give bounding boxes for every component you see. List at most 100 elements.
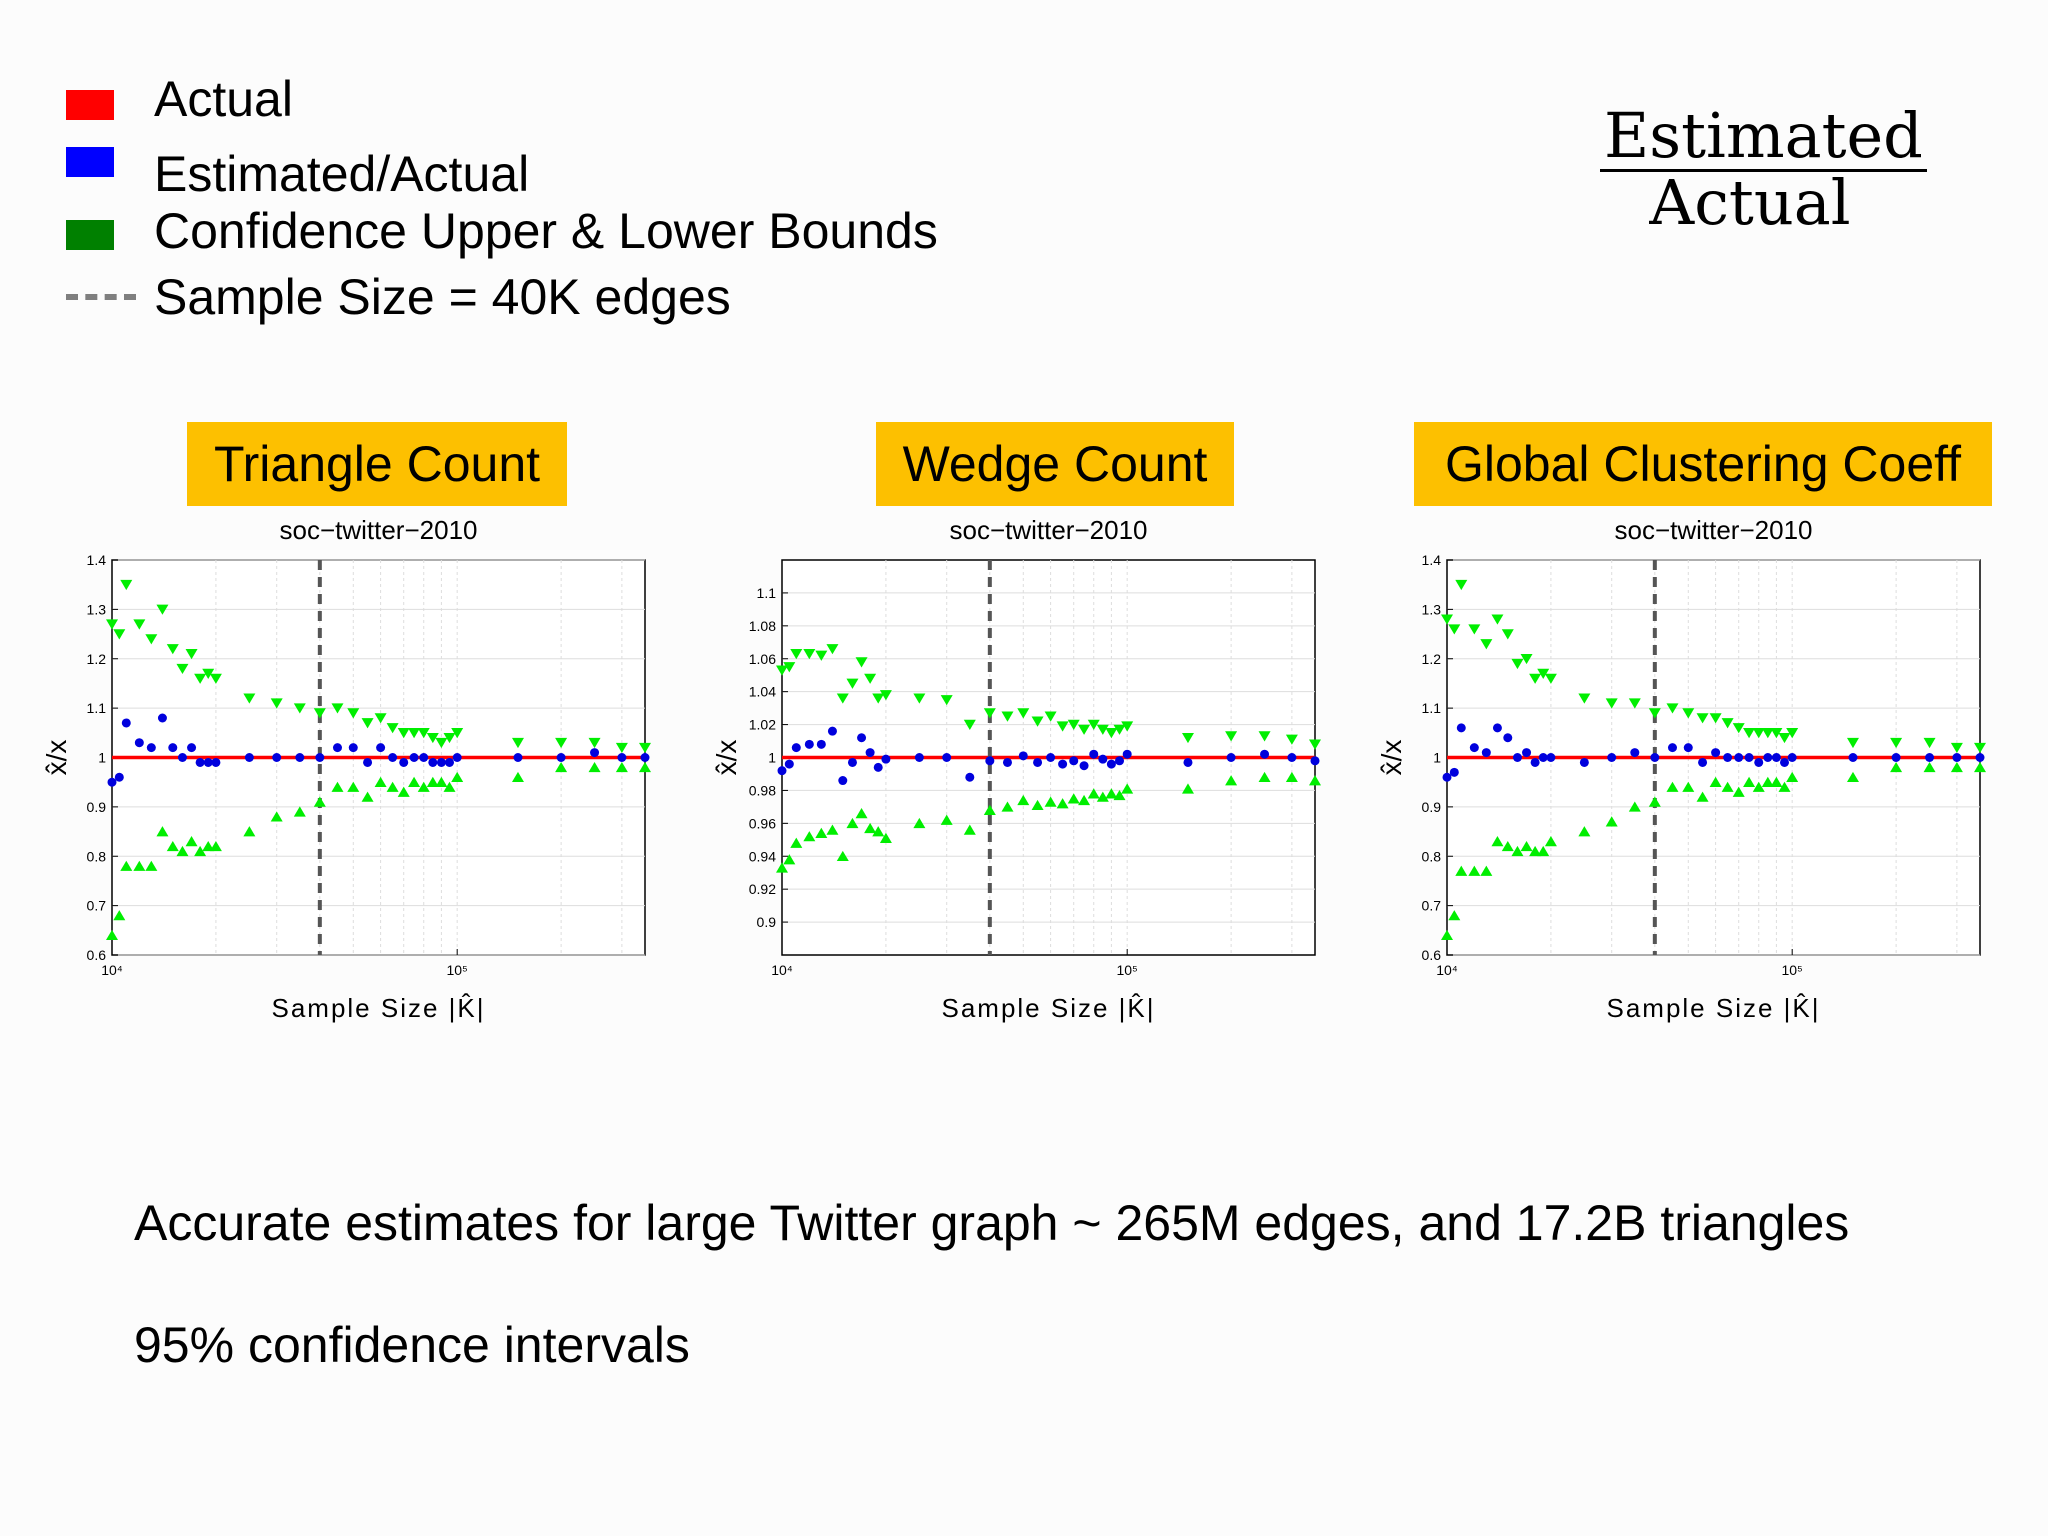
estimate-point xyxy=(1492,723,1502,733)
y-tick-label: 1.4 xyxy=(87,552,107,568)
estimate-point xyxy=(1089,749,1099,759)
estimate-point xyxy=(1787,753,1797,762)
upper-bound-point xyxy=(983,708,996,719)
estimate-point xyxy=(168,743,178,753)
upper-bound-point xyxy=(185,649,198,660)
estimate-point xyxy=(409,753,419,762)
upper-bound-point xyxy=(846,678,859,689)
estimate-point xyxy=(428,757,438,767)
lower-bound-point xyxy=(451,771,464,783)
lower-bound-point xyxy=(1666,781,1679,792)
upper-bound-point xyxy=(1455,579,1468,591)
y-tick-label: 0.6 xyxy=(1422,947,1442,963)
lower-bound-point xyxy=(1441,929,1453,941)
upper-bound-point xyxy=(1846,737,1859,749)
upper-bound-point xyxy=(1001,711,1014,722)
estimate-point xyxy=(1183,757,1193,767)
upper-bound-point xyxy=(106,619,118,630)
lower-bound-point xyxy=(120,860,133,871)
estimate-point xyxy=(1106,759,1116,769)
lower-bound-point xyxy=(1648,796,1661,807)
lower-bound-point xyxy=(1031,799,1044,811)
estimate-point xyxy=(914,753,924,762)
upper-bound-point xyxy=(1031,716,1044,727)
upper-bound-point xyxy=(1890,737,1903,749)
x-tick-label: 10⁴ xyxy=(771,962,793,978)
estimate-point xyxy=(203,757,213,767)
lower-bound-point xyxy=(1468,865,1481,876)
upper-bound-point xyxy=(1448,624,1461,635)
lower-bound-point xyxy=(615,761,628,773)
upper-bound-point xyxy=(1258,731,1271,742)
estimate-point xyxy=(1442,772,1452,782)
y-tick-label: 0.7 xyxy=(87,898,107,914)
upper-bound-point xyxy=(872,693,885,704)
estimate-point xyxy=(399,757,409,767)
estimate-point xyxy=(1546,753,1556,762)
estimate-point xyxy=(195,757,205,767)
lower-bound-point xyxy=(1682,781,1695,792)
estimate-point xyxy=(445,757,455,767)
legend-dash-sample-size xyxy=(66,294,136,300)
upper-bound-point xyxy=(1578,693,1591,704)
estimate-point xyxy=(965,772,975,782)
upper-bound-point xyxy=(1056,721,1069,732)
lower-bound-point xyxy=(293,806,306,817)
estimate-point xyxy=(838,776,848,786)
estimated-over-actual-fraction: Estimated Actual xyxy=(1600,105,1927,239)
estimate-point xyxy=(1512,753,1522,762)
lower-bound-point xyxy=(1258,771,1271,783)
estimate-point xyxy=(847,757,857,767)
lower-bound-point xyxy=(1974,761,1986,773)
upper-bound-point xyxy=(1974,742,1986,754)
estimate-point xyxy=(114,772,124,782)
lower-bound-point xyxy=(1732,786,1745,797)
estimate-point xyxy=(1058,759,1068,769)
lower-bound-point xyxy=(408,776,421,787)
upper-bound-point xyxy=(940,695,953,706)
lower-bound-point xyxy=(1017,794,1030,806)
estimate-point xyxy=(1711,748,1721,758)
upper-bound-point xyxy=(1067,719,1080,730)
estimate-point xyxy=(376,743,386,753)
upper-bound-point xyxy=(1078,724,1091,735)
y-tick-label: 1 xyxy=(1433,750,1441,766)
estimate-point xyxy=(1469,743,1479,753)
upper-bound-point xyxy=(156,604,169,615)
lower-bound-point xyxy=(1285,771,1298,783)
x-tick-label: 10⁵ xyxy=(446,962,467,978)
lower-bound-point xyxy=(426,776,439,787)
upper-bound-point xyxy=(790,649,803,660)
y-tick-label: 0.98 xyxy=(749,782,776,798)
y-tick-label: 1.2 xyxy=(1422,651,1442,667)
y-tick-label: 1 xyxy=(98,750,106,766)
y-tick-label: 1.1 xyxy=(87,700,107,716)
lower-bound-point xyxy=(1721,781,1734,792)
estimate-point xyxy=(452,753,462,762)
upper-bound-point xyxy=(1501,629,1514,640)
legend-item-actual: Actual xyxy=(62,68,1022,138)
lower-bound-point xyxy=(202,840,215,852)
lower-bound-point xyxy=(776,862,788,873)
lower-bound-point xyxy=(1529,845,1542,857)
upper-bound-point xyxy=(435,737,448,749)
y-tick-label: 1.08 xyxy=(749,618,776,634)
upper-bound-point xyxy=(120,579,133,591)
lower-bound-point xyxy=(176,845,189,857)
lower-bound-point xyxy=(361,791,374,802)
upper-bound-point xyxy=(1628,698,1641,709)
chart-triangle-count: soc−twitter−2010 0.6 0.7 0.8 0.9 1 1.1 1.2 1.3 1.… xyxy=(41,515,651,1023)
upper-bound-point xyxy=(1121,721,1134,732)
upper-bound-point xyxy=(913,693,926,704)
estimate-point xyxy=(1530,757,1540,767)
upper-bound-point xyxy=(1044,711,1057,722)
y-tick-label: 0.8 xyxy=(1422,848,1442,864)
lower-bound-point xyxy=(106,929,118,941)
lower-bound-point xyxy=(417,781,430,792)
upper-bound-point xyxy=(963,719,976,730)
fraction-denominator: Actual xyxy=(1649,166,1851,239)
lower-bound-point xyxy=(1501,840,1514,852)
estimate-point xyxy=(827,726,837,736)
upper-bound-point xyxy=(1770,728,1783,739)
estimate-point xyxy=(295,753,305,762)
